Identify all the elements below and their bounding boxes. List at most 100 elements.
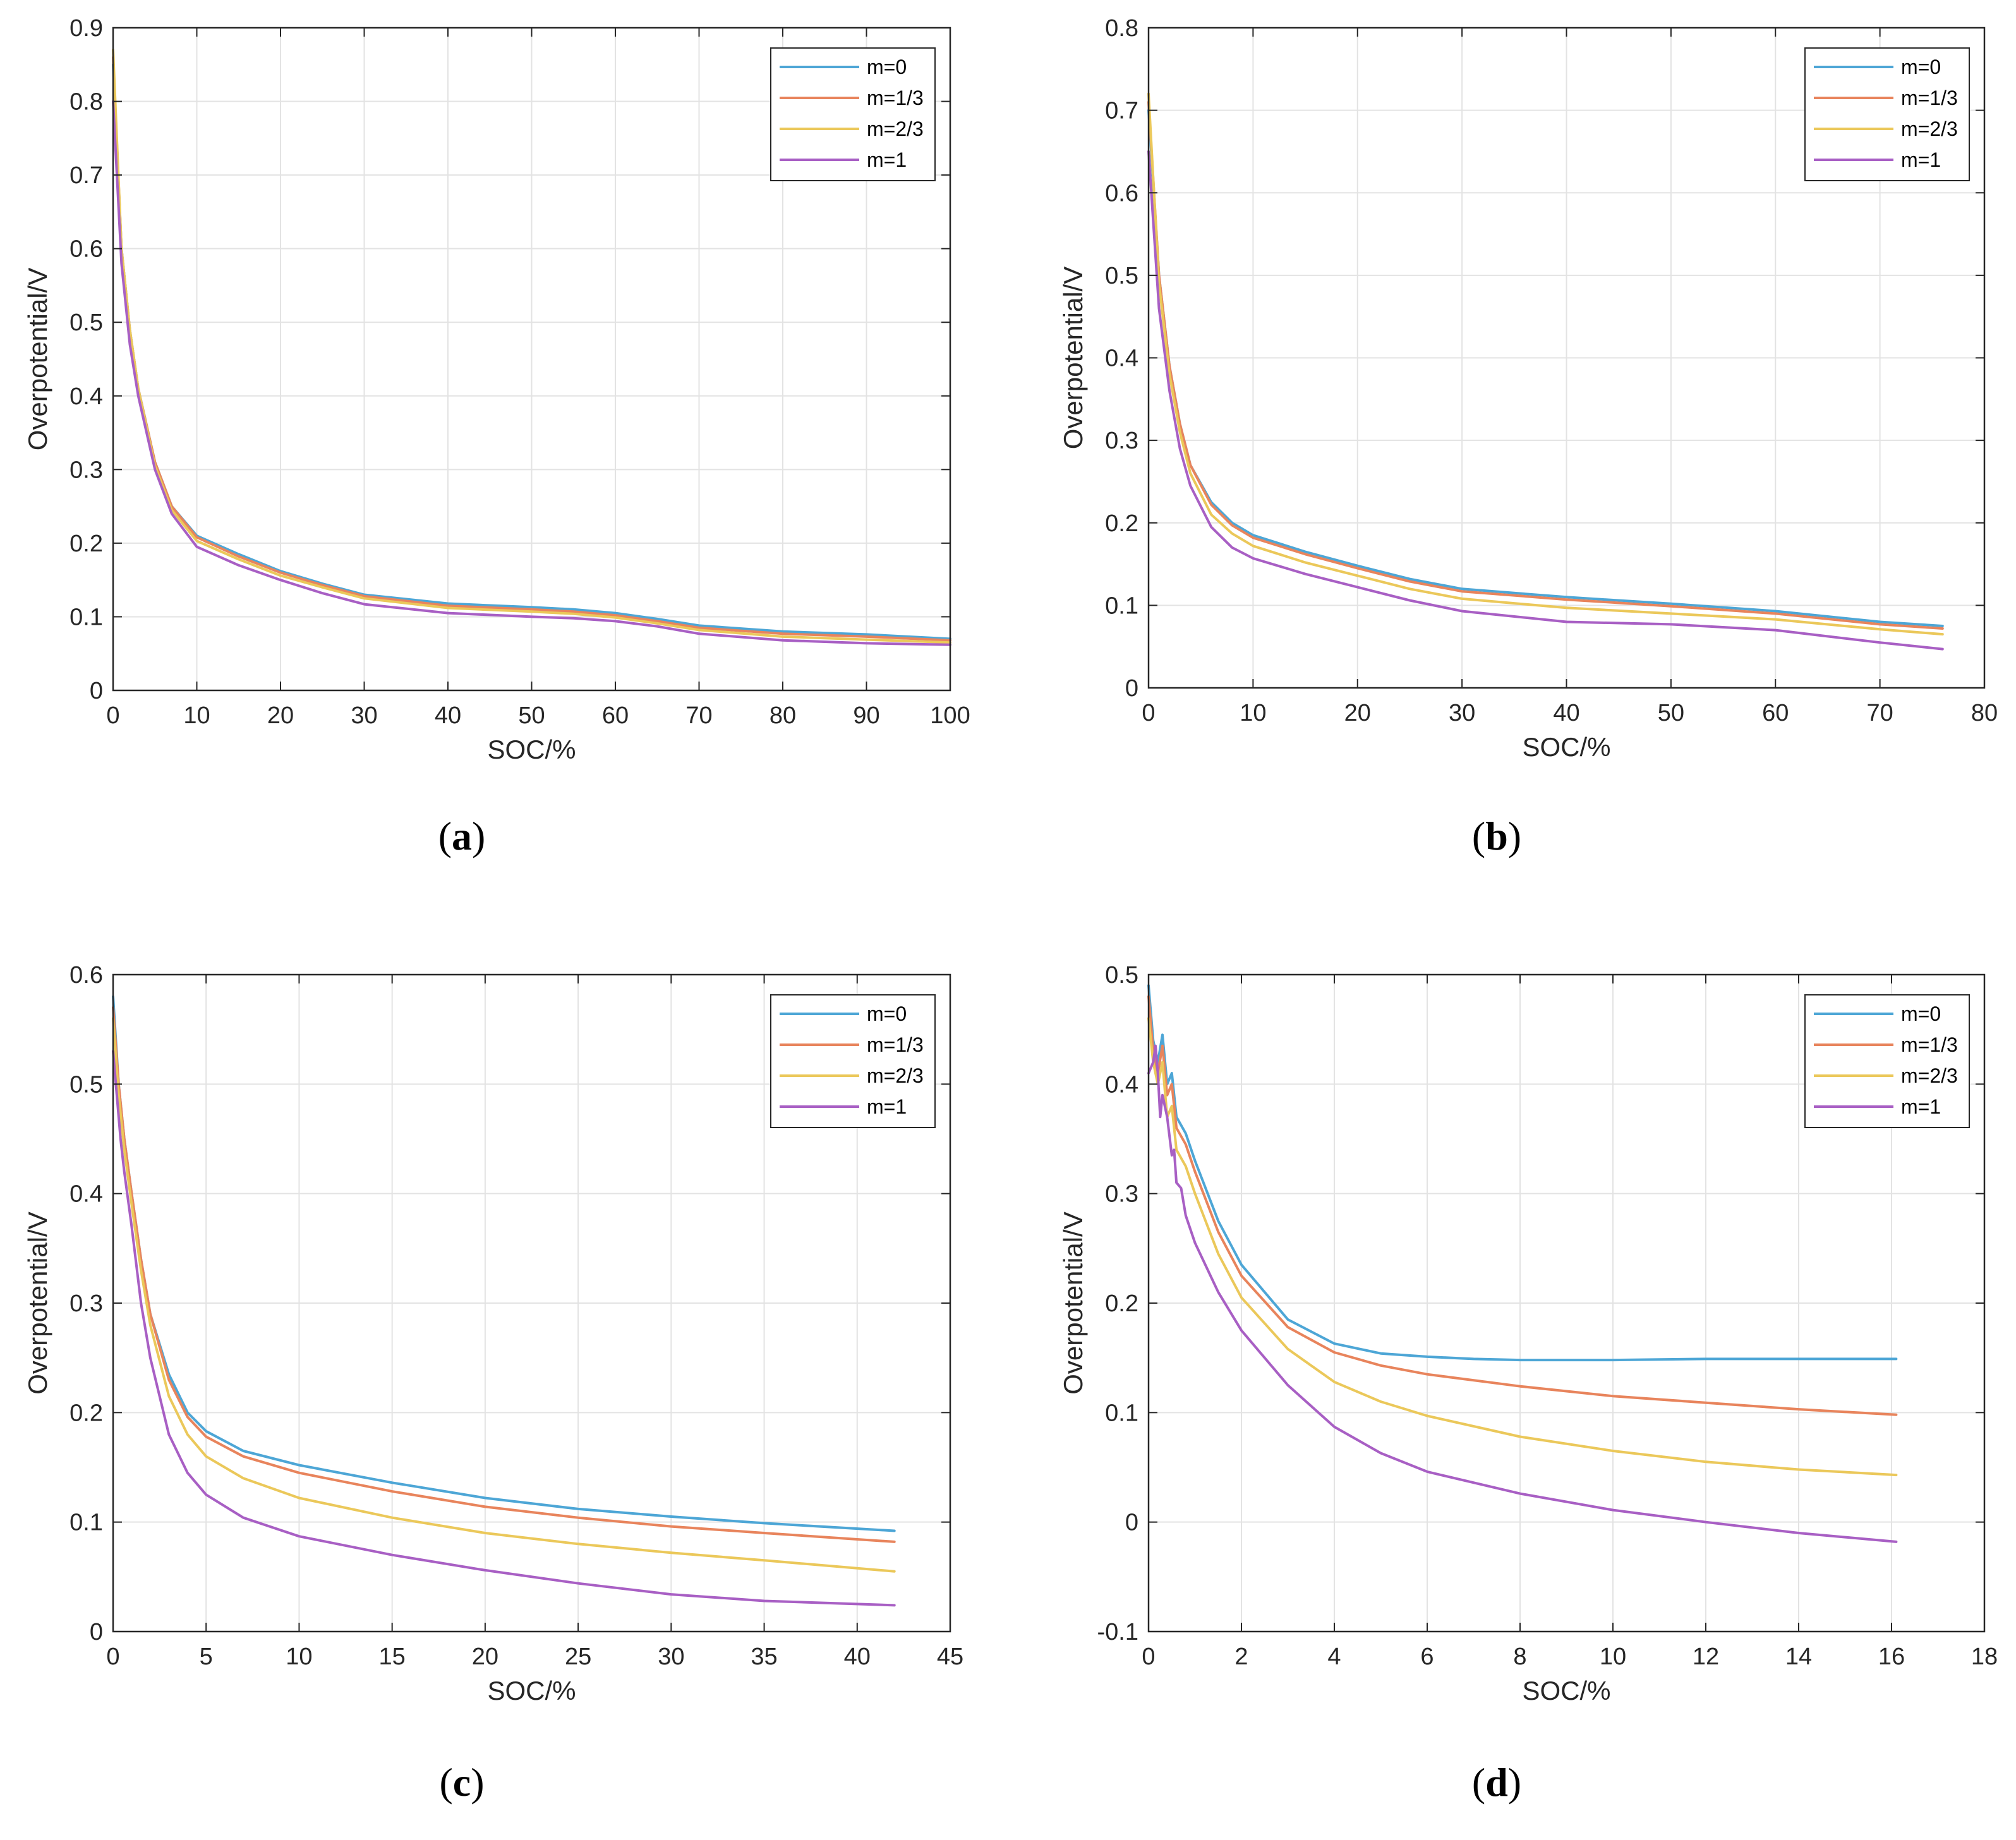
legend-label: m=1 <box>1901 148 1941 171</box>
series-line-m-2-3 <box>112 49 951 644</box>
x-tick-label: 60 <box>602 702 629 729</box>
x-tick-label: 12 <box>1693 1644 1719 1670</box>
legend-label: m=1 <box>867 148 907 171</box>
legend-label: m=2/3 <box>1901 117 1958 140</box>
legend-label: m=0 <box>867 1002 907 1025</box>
y-tick-label: 0.4 <box>69 383 103 410</box>
legend: m=0 m=1/3 m=2/3 m=1 <box>770 47 936 181</box>
x-tick-label: 40 <box>844 1644 871 1670</box>
x-tick-label: 0 <box>1142 700 1155 726</box>
x-tick-label: 20 <box>1344 700 1371 726</box>
legend-label: m=1/3 <box>1901 87 1958 109</box>
x-tick-label: 14 <box>1785 1644 1812 1670</box>
x-axis-label: SOC/% <box>487 735 576 764</box>
x-tick-label: 25 <box>565 1644 591 1670</box>
x-tick-label: 18 <box>1971 1644 1998 1670</box>
y-tick-label: 0.7 <box>1105 98 1138 124</box>
y-tick-label: 0.5 <box>69 1071 103 1098</box>
legend-label: m=1 <box>867 1095 907 1118</box>
y-tick-label: 0.1 <box>1105 592 1138 619</box>
y-tick-label: 0 <box>1125 1510 1138 1536</box>
y-tick-label: 0 <box>1125 675 1138 702</box>
y-tick-label: 0.1 <box>69 1510 103 1536</box>
legend-label: m=2/3 <box>867 117 924 140</box>
x-tick-label: 10 <box>1240 700 1266 726</box>
panel-caption-letter: c <box>453 1760 471 1805</box>
x-tick-label: 90 <box>853 702 879 729</box>
y-tick-label: 0.2 <box>69 531 103 557</box>
panel-caption: (b) <box>1472 814 1521 858</box>
x-tick-label: 30 <box>1449 700 1475 726</box>
x-tick-label: 80 <box>770 702 796 729</box>
x-axis-label: SOC/% <box>487 1676 576 1705</box>
x-tick-label: 60 <box>1762 700 1789 726</box>
x-tick-label: 0 <box>106 1644 119 1670</box>
y-tick-label: 0.6 <box>69 236 103 263</box>
legend-label: m=0 <box>1901 56 1941 78</box>
x-tick-label: 80 <box>1971 700 1998 726</box>
x-tick-label: 50 <box>1658 700 1684 726</box>
y-tick-label: 0.8 <box>1105 15 1138 42</box>
x-tick-label: 20 <box>267 702 294 729</box>
legend-label: m=0 <box>1901 1002 1941 1025</box>
x-axis-label: SOC/% <box>1522 732 1610 762</box>
chart-panel-c: 0 5 10 15 20 25 30 35 40 45 0 0.1 0.2 0.3 0.4 0.5 0.6 SOC… <box>23 962 963 1805</box>
panel-caption: (a) <box>438 814 486 858</box>
legend-label: m=1/3 <box>1901 1033 1958 1056</box>
y-tick-label: 0.5 <box>69 310 103 336</box>
legend-label: m=1/3 <box>867 87 924 109</box>
y-tick-label: 0.8 <box>69 89 103 116</box>
series-line-m-2-3 <box>112 1017 896 1573</box>
y-tick-label: 0.2 <box>69 1400 103 1426</box>
series-line-m-1-3 <box>112 1006 896 1543</box>
x-tick-label: 30 <box>351 702 377 729</box>
x-tick-label: 10 <box>286 1644 312 1670</box>
x-tick-label: 0 <box>1142 1644 1155 1670</box>
x-tick-label: 4 <box>1327 1644 1341 1670</box>
y-axis-label: Overpotential/V <box>1058 1212 1088 1395</box>
x-tick-label: 35 <box>751 1644 777 1670</box>
chart-panel-b: 0 10 20 30 40 50 60 70 80 0 0.1 0.2 0.3 0.4 0.5 0.6 0.7 0… <box>1058 15 1998 858</box>
x-tick-label: 15 <box>379 1644 406 1670</box>
panel-caption-letter: a <box>452 814 472 858</box>
series-line-m-1 <box>112 1050 896 1607</box>
y-tick-label: 0.4 <box>1105 346 1138 372</box>
legend: m=0 m=1/3 m=2/3 m=1 <box>1804 994 1970 1128</box>
y-tick-label: 0.4 <box>1105 1071 1138 1098</box>
y-tick-label: 0.2 <box>1105 1290 1138 1317</box>
x-tick-label: 8 <box>1513 1644 1526 1670</box>
x-tick-label: 2 <box>1234 1644 1248 1670</box>
legend-label: m=2/3 <box>1901 1064 1958 1087</box>
x-tick-label: 10 <box>1600 1644 1626 1670</box>
y-tick-label: 0.3 <box>69 1290 103 1317</box>
y-axis-label: Overpotential/V <box>23 268 52 451</box>
x-tick-label: 70 <box>1866 700 1893 726</box>
legend-label: m=1 <box>1901 1095 1941 1118</box>
y-tick-label: 0.5 <box>1105 263 1138 289</box>
y-tick-label: 0.6 <box>1105 180 1138 207</box>
x-tick-label: 30 <box>658 1644 684 1670</box>
series-line-m-1 <box>112 100 951 646</box>
y-tick-label: 0.3 <box>1105 1181 1138 1208</box>
y-tick-label: 0.4 <box>69 1181 103 1208</box>
y-tick-label: 0.3 <box>1105 428 1138 454</box>
x-tick-label: 40 <box>435 702 461 729</box>
x-tick-label: 50 <box>518 702 545 729</box>
x-tick-label: 16 <box>1878 1644 1905 1670</box>
series-line-m-1-3 <box>1147 100 1944 630</box>
x-tick-label: 5 <box>200 1644 213 1670</box>
y-tick-label: 0.5 <box>1105 962 1138 989</box>
legend-label: m=2/3 <box>867 1064 924 1087</box>
series-line-m-1 <box>1147 150 1944 651</box>
series-line-m-2-3 <box>1147 1017 1898 1477</box>
legend: m=0 m=1/3 m=2/3 m=1 <box>770 994 936 1128</box>
x-tick-label: 100 <box>930 702 970 729</box>
y-tick-label: 0.9 <box>69 15 103 42</box>
y-tick-label: 0.3 <box>69 457 103 483</box>
series-line-m-1 <box>1147 1044 1898 1543</box>
x-tick-label: 10 <box>183 702 210 729</box>
legend-label: m=0 <box>867 56 907 78</box>
x-tick-label: 45 <box>937 1644 963 1670</box>
series-line-m-1-3 <box>1147 995 1898 1416</box>
